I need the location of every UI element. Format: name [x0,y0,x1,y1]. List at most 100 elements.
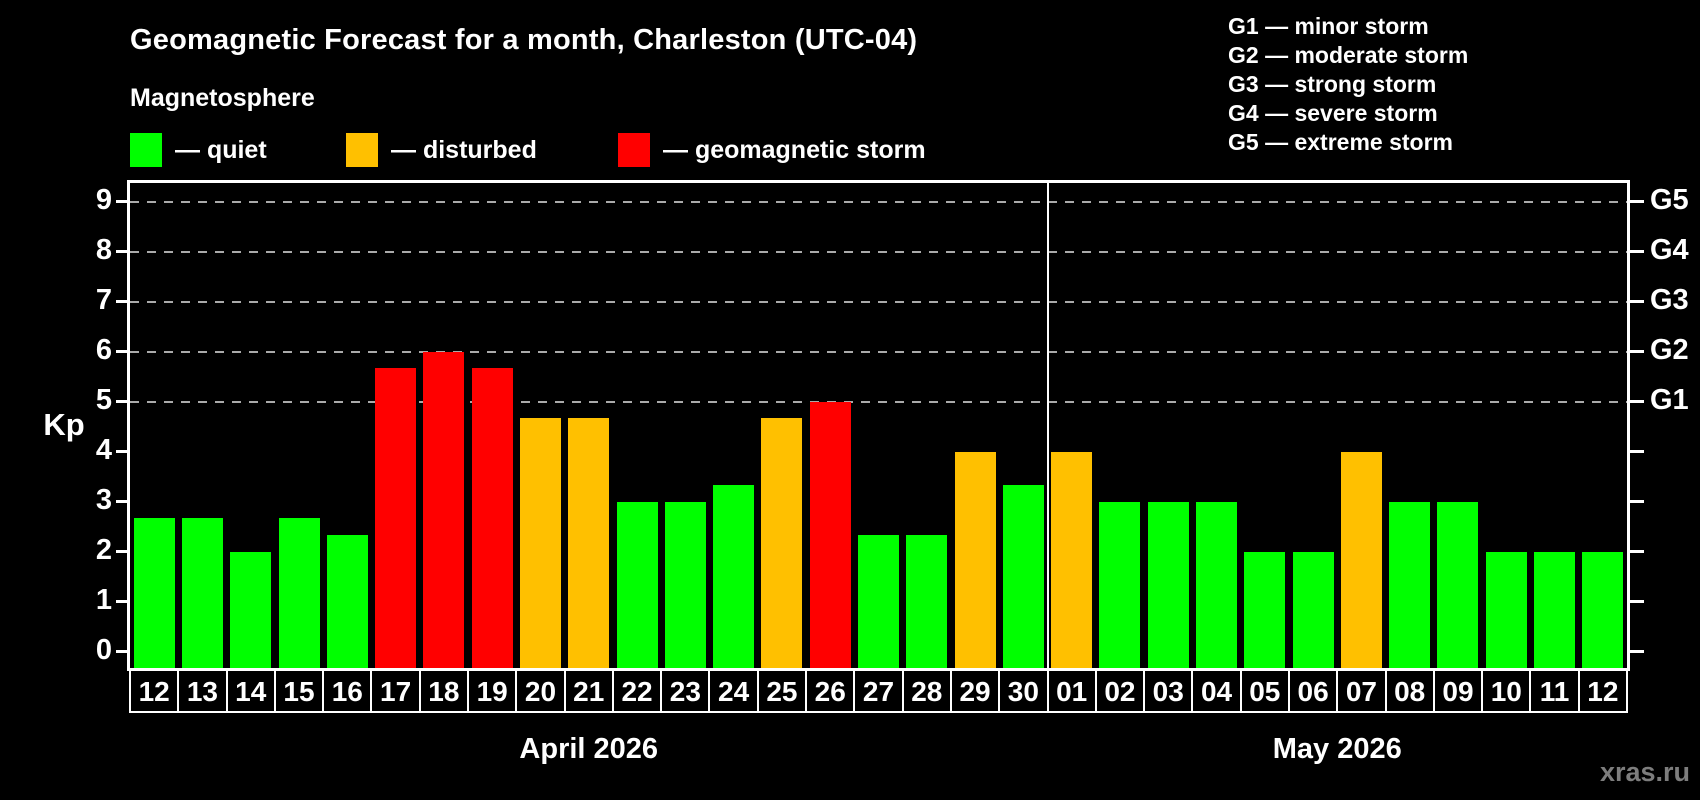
day-cell: 30 [998,669,1049,713]
day-cell: 28 [901,669,952,713]
g-scale-legend-line: G4 — severe storm [1228,100,1438,126]
legend-item-label: — quiet [175,136,267,164]
day-cell: 21 [563,669,614,713]
day-cell: 10 [1481,669,1532,713]
chart-title: Geomagnetic Forecast for a month, Charle… [130,24,918,56]
day-cell: 03 [1143,669,1194,713]
y-axis-tick-label: 0 [95,633,112,666]
g-axis-tick [1630,450,1644,454]
kp-bar [181,518,223,668]
legend-swatch-storm [618,133,650,167]
day-cell: 17 [370,669,421,713]
legend-swatch-disturbed [346,133,378,167]
y-axis-tick-label: 5 [95,383,112,416]
g-scale-legend-line: G3 — strong storm [1228,71,1437,97]
kp-bar [230,551,272,668]
gridline-kp5 [130,400,1627,403]
day-cell: 14 [225,669,276,713]
y-axis-tick-label: 6 [95,333,112,366]
kp-bar [1534,551,1576,668]
day-cell: 15 [273,669,325,713]
kp-bar [954,451,996,668]
day-cell: 09 [1432,669,1484,713]
y-axis-tick [116,300,130,304]
y-axis-tick [116,200,130,204]
kp-bar [1244,551,1286,668]
g-scale-legend: G1 — minor storm G2 — moderate storm G3 — … [1228,12,1468,157]
kp-bar [1002,485,1044,668]
legend-item-quiet: — quiet [130,133,267,167]
plot-area [127,180,1630,671]
kp-bar [519,418,561,668]
month-label: May 2026 [1272,733,1402,765]
day-cell: 19 [467,669,518,713]
y-axis-tick-label: 4 [95,433,112,466]
month-separator [1046,183,1049,668]
day-cell: 22 [611,669,663,713]
kp-bar [1582,551,1624,668]
g-axis-tick [1630,250,1644,254]
kp-bar [906,535,948,668]
kp-bar [375,368,417,668]
gridline-kp8 [130,250,1627,253]
day-cell: 18 [418,669,470,713]
kp-bar [1485,551,1527,668]
day-cell: 26 [805,669,856,713]
y-axis-tick [116,650,130,654]
y-axis-tick-label: 1 [95,583,112,616]
g-axis-tick [1630,400,1644,404]
day-cell: 12 [129,669,180,713]
day-cell: 29 [949,669,1001,713]
g-axis-tick [1630,300,1644,304]
kp-bar [326,535,368,668]
kp-bar [761,418,803,668]
y-axis-tick [116,550,130,554]
g-axis-label: G4 [1650,233,1689,266]
day-cell: 06 [1287,669,1339,713]
kp-bar [1389,501,1431,668]
kp-bar [278,518,320,668]
day-cell: 07 [1336,669,1387,713]
day-cell: 20 [515,669,566,713]
g-axis-label: G5 [1650,183,1689,216]
legend-item-storm: — geomagnetic storm [618,133,926,167]
gridline-kp7 [130,300,1627,303]
y-axis-tick-label: 8 [95,233,112,266]
kp-bar [423,351,465,668]
day-cell: 08 [1384,669,1435,713]
kp-bar [713,485,755,668]
day-cell: 01 [1046,669,1097,713]
kp-bar [858,535,899,668]
magnetosphere-label: Magnetosphere [130,84,315,112]
day-cell: 25 [756,669,808,713]
day-cell: 27 [853,669,904,713]
kp-bar [1099,501,1141,668]
day-cell: 04 [1191,669,1242,713]
legend-item-label: — disturbed [391,136,537,164]
g-axis-tick [1630,500,1644,504]
y-axis-tick [116,350,130,354]
y-axis-label: Kp [43,407,85,442]
day-cell: 24 [708,669,759,713]
day-cell: 02 [1094,669,1146,713]
y-axis-tick [116,400,130,404]
y-axis-tick [116,500,130,504]
g-axis-label: G3 [1650,283,1689,316]
y-axis-tick [116,250,130,254]
day-cell: 13 [177,669,228,713]
legend-swatch-quiet [130,133,162,167]
kp-bar [1196,501,1238,668]
kp-bar [809,401,851,668]
legend-item-label: — geomagnetic storm [663,136,926,164]
gridline-kp6 [130,350,1627,353]
kp-bar [133,518,175,668]
y-axis-tick-label: 7 [95,283,112,316]
g-scale-legend-line: G2 — moderate storm [1228,42,1469,68]
y-axis-tick-label: 2 [95,533,112,566]
g-axis-label: G2 [1650,333,1689,366]
month-label: April 2026 [519,733,659,765]
day-cell: 16 [322,669,373,713]
g-axis-tick [1630,350,1644,354]
day-cell: 05 [1239,669,1290,713]
